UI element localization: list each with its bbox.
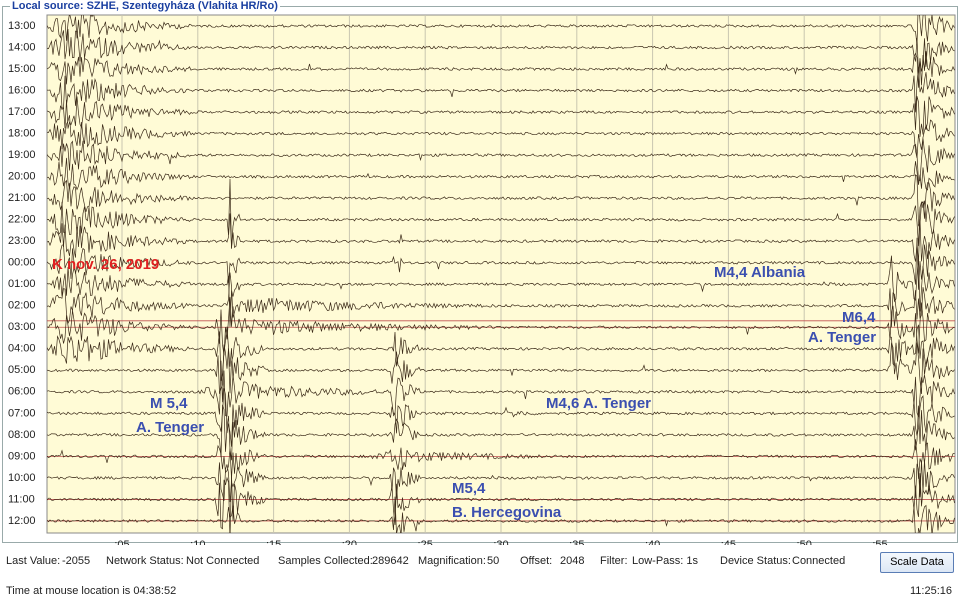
row-label: 13:00 [8, 20, 36, 32]
seismic-trace [47, 115, 955, 158]
row-label: 17:00 [8, 106, 36, 118]
clock: 11:25:16 [909, 585, 952, 597]
seismic-trace [47, 272, 955, 328]
seismic-trace [47, 473, 955, 533]
annotation: M 5,4 [150, 395, 188, 412]
minute-label: :30 [493, 539, 508, 545]
seismic-trace [47, 324, 955, 394]
annotation: A. Tenger [808, 329, 876, 346]
status-label: Network Status: [106, 555, 184, 567]
plot-frame [2, 6, 958, 543]
row-label: 21:00 [8, 192, 36, 204]
status-value: Connected [792, 555, 846, 567]
seismic-trace [47, 213, 955, 262]
seismic-trace [47, 439, 955, 479]
row-label: 16:00 [8, 84, 36, 96]
status-value: 289642 [372, 555, 409, 567]
status-label: Last Value: [6, 555, 61, 567]
seismic-trace [47, 388, 955, 447]
seismic-trace [47, 237, 955, 290]
seismic-trace [47, 255, 955, 327]
minute-label: :50 [797, 539, 812, 545]
row-label: 19:00 [8, 149, 36, 161]
annotation: K nov. 26, 2019 [52, 256, 159, 273]
scale-data-button[interactable]: Scale Data [880, 552, 954, 573]
seismic-trace [47, 178, 955, 249]
status-value: -2055 [62, 555, 91, 567]
minute-label: :05 [114, 539, 129, 545]
row-label: 10:00 [8, 472, 36, 484]
status-label: Magnification: [418, 555, 486, 567]
status-value: 2048 [560, 555, 585, 567]
row-label: 09:00 [8, 450, 36, 462]
helicorder: :05 :10 :15 :20 :25 :30 :35 :40 :45 :50 :55 13:00 14… [8, 14, 956, 545]
status-value: 50 [487, 555, 500, 567]
status-value: Low-Pass: 1s [632, 555, 699, 567]
minute-label: :20 [342, 539, 357, 545]
minute-label: :40 [645, 539, 660, 545]
seismic-trace [47, 138, 955, 182]
minute-label: :55 [872, 539, 887, 545]
minute-label: :45 [721, 539, 736, 545]
row-label: 07:00 [8, 407, 36, 419]
seismic-trace [47, 459, 955, 503]
annotation: B. Hercegovina [452, 504, 562, 521]
annotation: M5,4 [452, 480, 486, 497]
row-label: 03:00 [8, 321, 36, 333]
seismic-trace [47, 51, 955, 88]
seismic-trace [47, 157, 955, 191]
row-label: 23:00 [8, 235, 36, 247]
annotation: M6,4 [842, 309, 876, 326]
row-label: 15:00 [8, 63, 36, 75]
seismic-trace [47, 297, 955, 356]
seismic-trace [47, 96, 955, 137]
annotation: M4,6 A. Tenger [546, 395, 651, 412]
seismic-trace [47, 404, 955, 461]
row-label: 04:00 [8, 343, 36, 355]
row-label: 18:00 [8, 128, 36, 140]
status-label: Samples Collected: [278, 555, 373, 567]
status-label: Device Status: [720, 555, 791, 567]
minute-label: :15 [266, 539, 281, 545]
row-label: 20:00 [8, 171, 36, 183]
status-value: Not Connected [186, 555, 260, 567]
row-label: 22:00 [8, 214, 36, 226]
row-label: 06:00 [8, 386, 36, 398]
annotation: A. Tenger [136, 419, 204, 436]
row-label: 08:00 [8, 429, 36, 441]
minute-label: :25 [418, 539, 433, 545]
row-label: 02:00 [8, 300, 36, 312]
seismic-trace [47, 67, 955, 113]
annotation: M4,4 Albania [714, 264, 806, 281]
row-label: 12:00 [8, 515, 36, 527]
row-label: 11:00 [8, 493, 35, 505]
seismic-trace [47, 360, 955, 418]
status-label: Filter: [600, 555, 628, 567]
minute-label: :10 [190, 539, 205, 545]
seismic-trace [47, 28, 955, 73]
seismic-trace [47, 174, 955, 227]
row-label: 01:00 [8, 278, 36, 290]
seismic-trace [47, 15, 955, 46]
minute-label: :35 [569, 539, 584, 545]
row-label: 00:00 [8, 257, 36, 269]
mouse-time: Time at mouse location is 04:38:52 [6, 585, 177, 597]
window-title: Local source: SZHE, Szentegyháza (Vlahit… [10, 0, 280, 12]
row-label: 14:00 [8, 41, 36, 53]
row-label: 05:00 [8, 364, 36, 376]
status-label: Offset: [520, 555, 553, 567]
seismic-trace [47, 342, 955, 395]
seismic-trace [47, 496, 955, 533]
